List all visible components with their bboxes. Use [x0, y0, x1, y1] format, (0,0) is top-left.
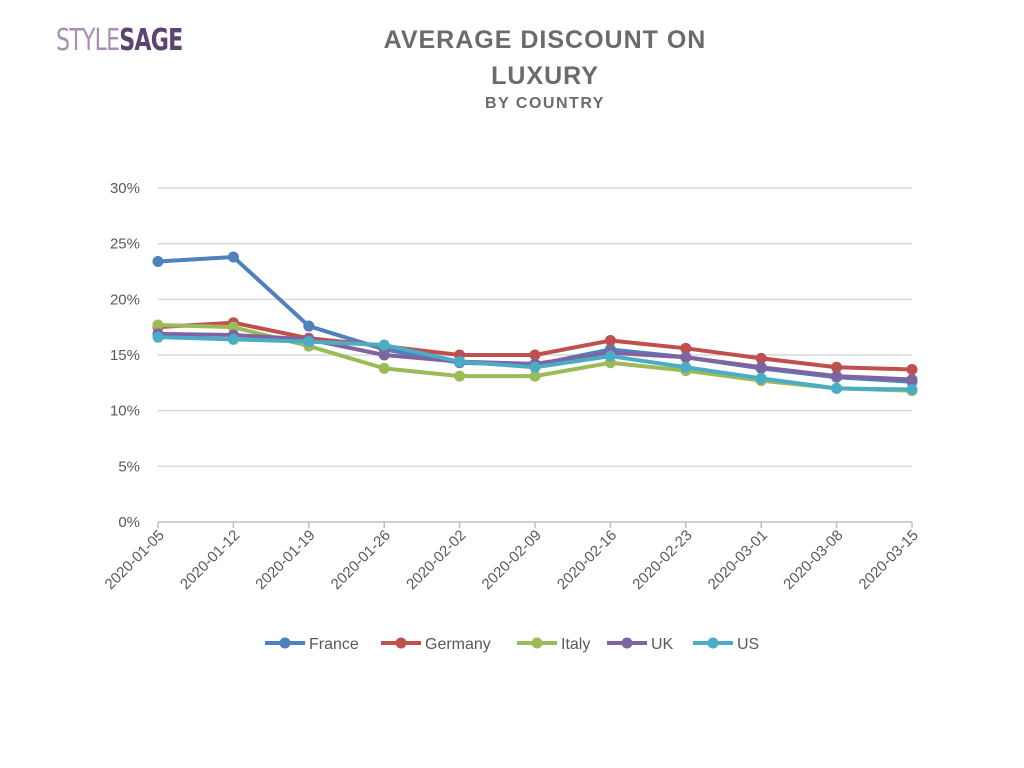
data-point — [906, 373, 918, 385]
y-tick-label: 20% — [110, 291, 140, 308]
legend-marker — [279, 637, 291, 649]
data-point — [604, 335, 616, 347]
x-tick-label: 2020-02-09 — [479, 527, 545, 593]
x-tick-label: 2020-02-23 — [629, 527, 695, 593]
data-point — [303, 336, 315, 348]
legend-marker — [395, 637, 407, 649]
series-us — [152, 331, 918, 396]
y-tick-label: 10% — [110, 403, 140, 420]
x-tick-label: 2020-01-19 — [252, 527, 318, 593]
legend-marker — [531, 637, 543, 649]
data-point — [152, 255, 164, 267]
data-point — [227, 333, 239, 345]
legend-label: UK — [651, 636, 674, 653]
data-point — [529, 361, 541, 373]
legend-item-italy: Italy — [517, 636, 590, 653]
data-point — [906, 363, 918, 375]
data-point — [529, 370, 541, 382]
legend-item-uk: UK — [607, 636, 674, 653]
logo-part2: SAGE — [119, 23, 183, 58]
data-point — [454, 370, 466, 382]
data-point — [680, 361, 692, 373]
x-tick-label: 2020-01-26 — [328, 527, 394, 593]
title-line-2: LUXURY — [491, 62, 599, 90]
y-tick-label: 5% — [118, 458, 140, 475]
legend-label: Italy — [561, 636, 590, 653]
legend-marker — [621, 637, 633, 649]
grid-lines — [158, 187, 912, 523]
series-group — [152, 251, 918, 397]
data-point — [755, 361, 767, 373]
legend-marker — [707, 637, 719, 649]
legend-label: Germany — [425, 636, 491, 653]
x-tick-label: 2020-01-05 — [102, 527, 168, 593]
data-point — [303, 320, 315, 332]
data-point — [680, 342, 692, 354]
legend-label: US — [737, 636, 759, 653]
data-point — [755, 352, 767, 364]
y-tick-label: 25% — [110, 236, 140, 253]
data-point — [755, 372, 767, 384]
legend-item-germany: Germany — [381, 636, 491, 653]
legend: France Germany Italy UK US — [265, 636, 759, 653]
y-tick-label: 30% — [110, 180, 140, 197]
data-point — [152, 319, 164, 331]
x-axis: 2020-01-05 2020-01-12 2020-01-19 2020-01-26… — [102, 522, 922, 593]
x-tick-label: 2020-02-02 — [403, 527, 469, 593]
data-point — [831, 361, 843, 373]
data-point — [831, 370, 843, 382]
chart-title: AVERAGE DISCOUNT ON LUXURY — [300, 22, 790, 94]
data-point — [378, 349, 390, 361]
y-axis: 0% 5% 10% 15% 20% 25% 30% — [110, 180, 140, 531]
data-point — [378, 362, 390, 374]
data-point — [152, 331, 164, 343]
chart-subtitle: BY COUNTRY — [485, 95, 605, 112]
x-tick-label: 2020-01-12 — [177, 527, 243, 593]
legend-label: France — [309, 636, 359, 653]
data-point — [227, 321, 239, 333]
data-point — [680, 351, 692, 363]
data-point — [604, 350, 616, 362]
data-point — [454, 356, 466, 368]
x-tick-label: 2020-03-01 — [705, 527, 771, 593]
y-tick-label: 0% — [118, 514, 140, 531]
title-line-1: AVERAGE DISCOUNT ON — [383, 26, 707, 54]
logo-part1: STYLE — [56, 23, 120, 58]
stylesage-logo: STYLESAGE — [56, 23, 183, 58]
x-tick-label: 2020-02-16 — [554, 527, 620, 593]
x-tick-label: 2020-03-08 — [780, 527, 846, 593]
legend-item-france: France — [265, 636, 359, 653]
data-point — [227, 251, 239, 263]
data-point — [529, 349, 541, 361]
data-point — [831, 382, 843, 394]
legend-item-us: US — [693, 636, 759, 653]
data-point — [906, 384, 918, 396]
data-point — [378, 339, 390, 351]
y-tick-label: 15% — [110, 347, 140, 364]
x-tick-label: 2020-03-15 — [856, 527, 922, 593]
